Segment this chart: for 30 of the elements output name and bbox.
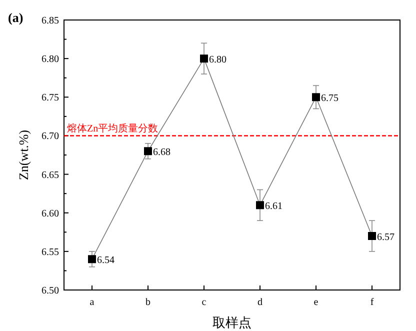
- data-label: 6.61: [265, 201, 282, 212]
- y-tick-label: 6.55: [42, 246, 59, 258]
- point: [144, 147, 152, 156]
- y-tick-label: 6.50: [42, 286, 59, 296]
- data-label: 6.54: [97, 255, 114, 266]
- x-tick-label: b: [146, 297, 150, 308]
- point: [256, 201, 264, 210]
- point: [368, 232, 376, 240]
- x-tick-label: c: [202, 297, 207, 308]
- y-tick-label: 6.85: [42, 16, 59, 26]
- y-axis-title: Zn(wt.%): [16, 130, 31, 180]
- data-label: 6.57: [377, 232, 394, 243]
- data-label: 6.75: [321, 93, 338, 104]
- y-tick-label: 6.80: [42, 54, 59, 66]
- x-tick-label: a: [90, 297, 95, 308]
- y-tick-label: 6.60: [42, 208, 59, 220]
- y-tick-label: 6.75: [42, 92, 59, 104]
- data-label: 6.68: [153, 147, 170, 158]
- x-tick-label: d: [258, 297, 262, 308]
- x-tick-label: f: [370, 297, 374, 308]
- x-axis-title: 取样点: [212, 315, 252, 330]
- point: [88, 255, 96, 264]
- chart-title: (a): [8, 10, 24, 25]
- ref-line-label: 熔体Zn平均质量分数: [67, 122, 158, 135]
- point: [312, 93, 320, 102]
- y-tick-label: 6.70: [42, 131, 59, 142]
- y-tick-label: 6.65: [42, 170, 59, 181]
- point: [200, 54, 208, 63]
- x-tick-label: e: [314, 297, 319, 308]
- data-label: 6.80: [209, 54, 226, 66]
